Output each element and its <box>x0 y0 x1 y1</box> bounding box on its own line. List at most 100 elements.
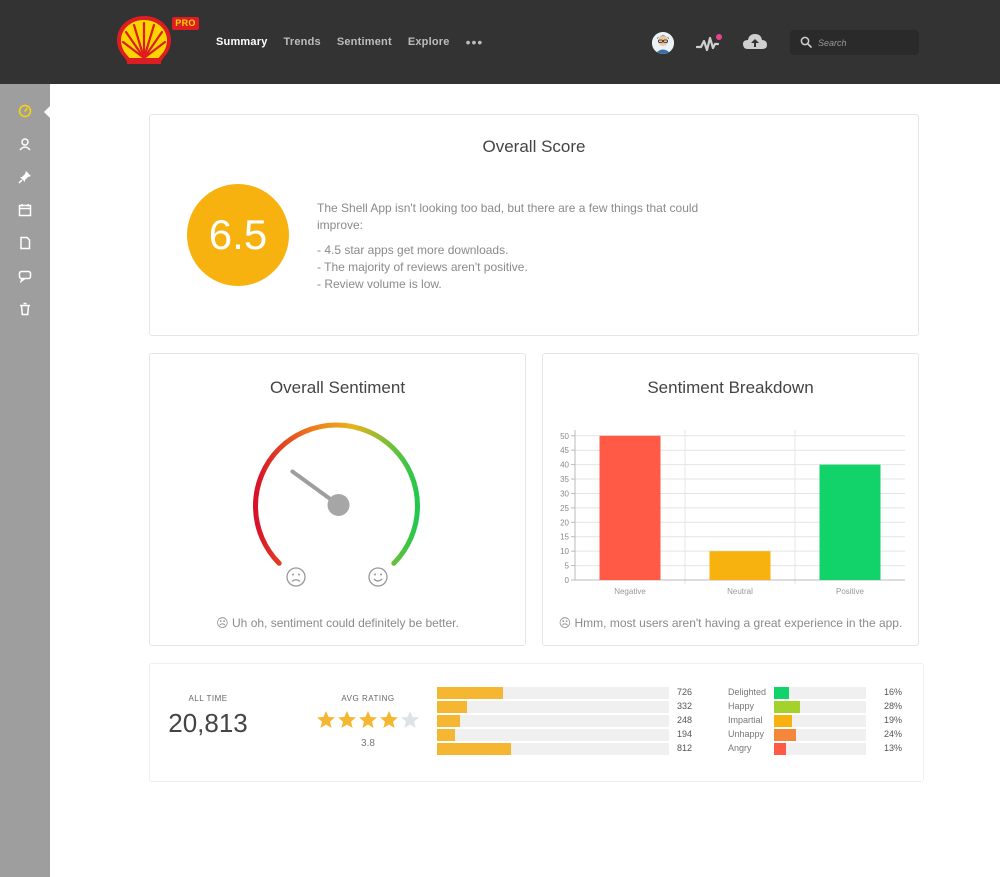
trash-icon[interactable] <box>18 302 32 316</box>
bar-track <box>774 687 866 699</box>
avg-rating-label: AVG RATING <box>341 694 395 703</box>
notification-dot <box>716 34 722 40</box>
y-tick-label: 40 <box>560 461 569 470</box>
emotion-bar-fill <box>774 701 800 713</box>
nav-sentiment[interactable]: Sentiment <box>336 36 392 48</box>
bar-track <box>774 715 866 727</box>
emotion-pct: 19% <box>884 715 903 725</box>
overall-sentiment-card: Overall Sentiment ☹ Uh oh, sentiment cou… <box>149 353 526 646</box>
overall-score-title: Overall Score <box>482 137 586 156</box>
rating-bar-fill <box>437 687 504 699</box>
emotion-pct: 13% <box>884 743 903 753</box>
cloud-upload-icon[interactable] <box>742 31 768 53</box>
rating-bar-fill <box>437 701 468 713</box>
sentiment-breakdown-title: Sentiment Breakdown <box>647 378 814 397</box>
sad-face-icon <box>286 567 306 587</box>
star-icon <box>359 711 377 728</box>
y-tick-label: 10 <box>560 547 569 556</box>
star-icon <box>380 711 398 728</box>
sentiment-gauge <box>253 422 420 587</box>
bar-negative[interactable] <box>599 435 661 580</box>
activity-icon[interactable] <box>696 32 722 54</box>
top-bar: PRO Summary Trends Sentiment Explore ••• <box>0 0 1000 84</box>
x-tick-label: Positive <box>836 587 865 596</box>
rating-count: 332 <box>677 701 693 711</box>
star-icon <box>338 711 356 728</box>
emotion-pct: 16% <box>884 687 903 697</box>
search-input[interactable] <box>818 34 913 51</box>
y-tick-label: 5 <box>565 562 570 571</box>
y-tick-label: 35 <box>560 475 569 484</box>
search-icon <box>800 36 812 48</box>
emotion-bar-fill <box>774 743 786 755</box>
bar-track <box>774 743 866 755</box>
calendar-icon[interactable] <box>18 203 32 217</box>
emotion-label: Angry <box>728 743 752 753</box>
emotion-label: Impartial <box>728 715 763 725</box>
emotion-row: Angry 13% <box>728 742 913 756</box>
sentiment-breakdown-card: Sentiment Breakdown 0 5 10 15 20 25 30 35 40 45 50… <box>542 353 919 646</box>
chat-icon[interactable] <box>18 269 32 283</box>
rating-count: 812 <box>677 743 693 753</box>
emotion-distribution: Delighted 16% Happy 28% Impartial 19% Unhap… <box>728 686 913 756</box>
y-tick-label: 50 <box>560 432 569 441</box>
sidebar <box>0 84 50 877</box>
nav-summary[interactable]: Summary <box>216 36 268 48</box>
document-icon[interactable] <box>18 236 32 250</box>
user-icon[interactable] <box>18 137 32 151</box>
overall-sentiment-title: Overall Sentiment <box>269 378 406 397</box>
rating-count: 248 <box>677 715 693 725</box>
gauge-icon[interactable] <box>18 104 32 118</box>
y-tick-label: 25 <box>560 504 569 513</box>
all-time-label: ALL TIME <box>188 694 228 703</box>
emotion-bar-fill <box>774 729 797 741</box>
emotion-label: Unhappy <box>728 729 765 739</box>
emotion-bar-fill <box>774 715 792 727</box>
avatar[interactable] <box>652 32 674 54</box>
score-points: - 4.5 star apps get more downloads. - Th… <box>317 242 737 293</box>
pin-icon[interactable] <box>18 170 32 184</box>
star-icon <box>401 711 419 728</box>
bar-track <box>437 701 669 713</box>
rating-count: 726 <box>677 687 693 697</box>
emotion-bar-fill <box>774 687 789 699</box>
more-menu-icon[interactable]: ••• <box>465 33 484 50</box>
sentiment-bar-chart: 0 5 10 15 20 25 30 35 40 45 50 Negative Neutral Posit… <box>560 430 905 596</box>
stats-card: ALL TIME 20,813 AVG RATING 3.8 726 332 2… <box>149 663 924 782</box>
rating-bar-row: 194 <box>437 728 697 742</box>
score-summary: The Shell App isn't looking too bad, but… <box>317 200 737 293</box>
x-tick-label: Negative <box>614 587 646 596</box>
main-nav: Summary Trends Sentiment Explore ••• <box>216 33 484 50</box>
bar-track <box>437 729 669 741</box>
rating-distribution: 726 332 248 194 812 <box>437 686 697 756</box>
gauge-hub <box>327 494 350 516</box>
y-tick-label: 30 <box>560 489 569 498</box>
bar-track <box>774 729 866 741</box>
score-point: - The majority of reviews aren't positiv… <box>317 260 528 274</box>
star-rating <box>316 710 420 730</box>
emotion-pct: 24% <box>884 729 903 739</box>
nav-explore[interactable]: Explore <box>407 36 450 48</box>
happy-face-icon <box>368 567 388 587</box>
emotion-label: Happy <box>728 701 755 711</box>
y-tick-label: 20 <box>560 518 569 527</box>
rating-bar-row: 726 <box>437 686 697 700</box>
emotion-row: Impartial 19% <box>728 714 913 728</box>
rating-bar-fill <box>437 729 455 741</box>
score-summary-text: The Shell App isn't looking too bad, but… <box>317 201 699 232</box>
breakdown-note: ☹ Hmm, most users aren't having a great … <box>558 616 903 630</box>
emotion-row: Unhappy 24% <box>728 728 913 742</box>
nav-trends[interactable]: Trends <box>283 36 321 48</box>
score-point: - Review volume is low. <box>317 277 442 291</box>
gauge-arc <box>253 422 420 566</box>
sentiment-note: ☹ Uh oh, sentiment could definitely be b… <box>216 616 459 630</box>
bar-neutral[interactable] <box>709 551 771 580</box>
emotion-row: Happy 28% <box>728 700 913 714</box>
shell-logo[interactable] <box>114 14 174 68</box>
score-point: - 4.5 star apps get more downloads. <box>317 243 509 257</box>
search-box <box>790 30 919 55</box>
bar-positive[interactable] <box>819 464 881 580</box>
y-tick-label: 0 <box>565 576 570 585</box>
emotion-label: Delighted <box>728 687 767 697</box>
emotion-row: Delighted 16% <box>728 686 913 700</box>
